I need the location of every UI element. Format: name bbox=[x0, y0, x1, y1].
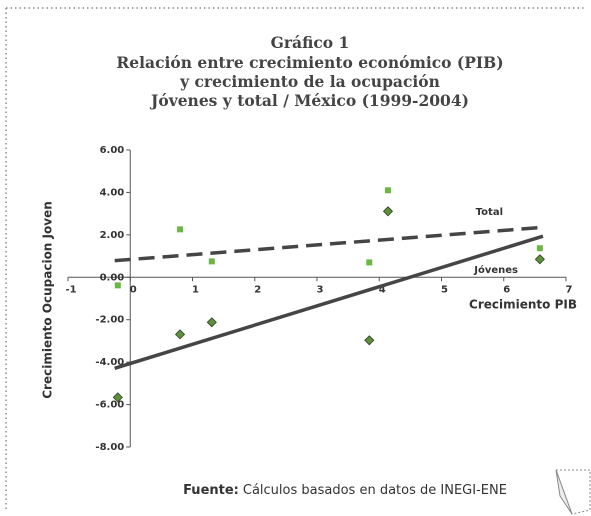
chart-title: Jóvenes y total / México (1999-2004) bbox=[149, 91, 469, 110]
y-tick-label: -4.00 bbox=[95, 357, 124, 368]
x-tick-label: 0 bbox=[130, 284, 137, 295]
point bbox=[534, 254, 545, 265]
y-axis-label: Crecimiento Ocupacion Joven bbox=[41, 201, 55, 399]
x-tick-label: 3 bbox=[317, 284, 324, 295]
y-tick-label: 4.00 bbox=[100, 187, 125, 198]
x-tick-label: 2 bbox=[254, 284, 261, 295]
point bbox=[364, 335, 375, 346]
point bbox=[384, 187, 391, 194]
chart-title: Relación entre crecimiento económico (PI… bbox=[116, 53, 503, 72]
point bbox=[174, 329, 186, 340]
y-tick-label: 2.00 bbox=[100, 230, 125, 241]
point bbox=[208, 258, 215, 265]
page-border bbox=[5, 7, 585, 510]
annotation: Jóvenes bbox=[473, 264, 518, 276]
x-tick-label: 7 bbox=[566, 284, 573, 295]
trend-line bbox=[114, 234, 544, 370]
x-tick-label: 1 bbox=[192, 284, 199, 295]
source-text: Cálculos basados en datos de INEGI-ENE bbox=[243, 483, 507, 498]
x-tick-label: 6 bbox=[503, 284, 510, 295]
x-tick-label: 5 bbox=[441, 284, 448, 295]
point bbox=[114, 282, 121, 289]
page-curl-fold bbox=[555, 469, 573, 515]
y-tick-label: -6.00 bbox=[95, 400, 124, 411]
annotation: Total bbox=[476, 207, 503, 218]
x-tick-label: 4 bbox=[379, 284, 386, 295]
point bbox=[536, 245, 543, 252]
point bbox=[366, 259, 373, 266]
chart-title: Gráfico 1 bbox=[271, 33, 350, 52]
source-label: Fuente: bbox=[183, 483, 239, 498]
x-axis-label: Crecimiento PIB bbox=[469, 298, 577, 312]
point bbox=[177, 226, 184, 233]
y-tick-label: 6.00 bbox=[100, 145, 125, 156]
y-tick-label: -2.00 bbox=[95, 315, 124, 326]
point bbox=[206, 317, 217, 328]
point bbox=[382, 206, 394, 217]
source: Fuente: Cálculos basados en datos de INEG… bbox=[183, 483, 507, 498]
y-tick-label: -8.00 bbox=[95, 442, 124, 453]
x-tick-label: -1 bbox=[65, 284, 76, 295]
chart-title: y crecimiento de la ocupación bbox=[179, 72, 440, 91]
y-tick-label: 0.00 bbox=[100, 272, 125, 283]
point bbox=[112, 392, 123, 403]
